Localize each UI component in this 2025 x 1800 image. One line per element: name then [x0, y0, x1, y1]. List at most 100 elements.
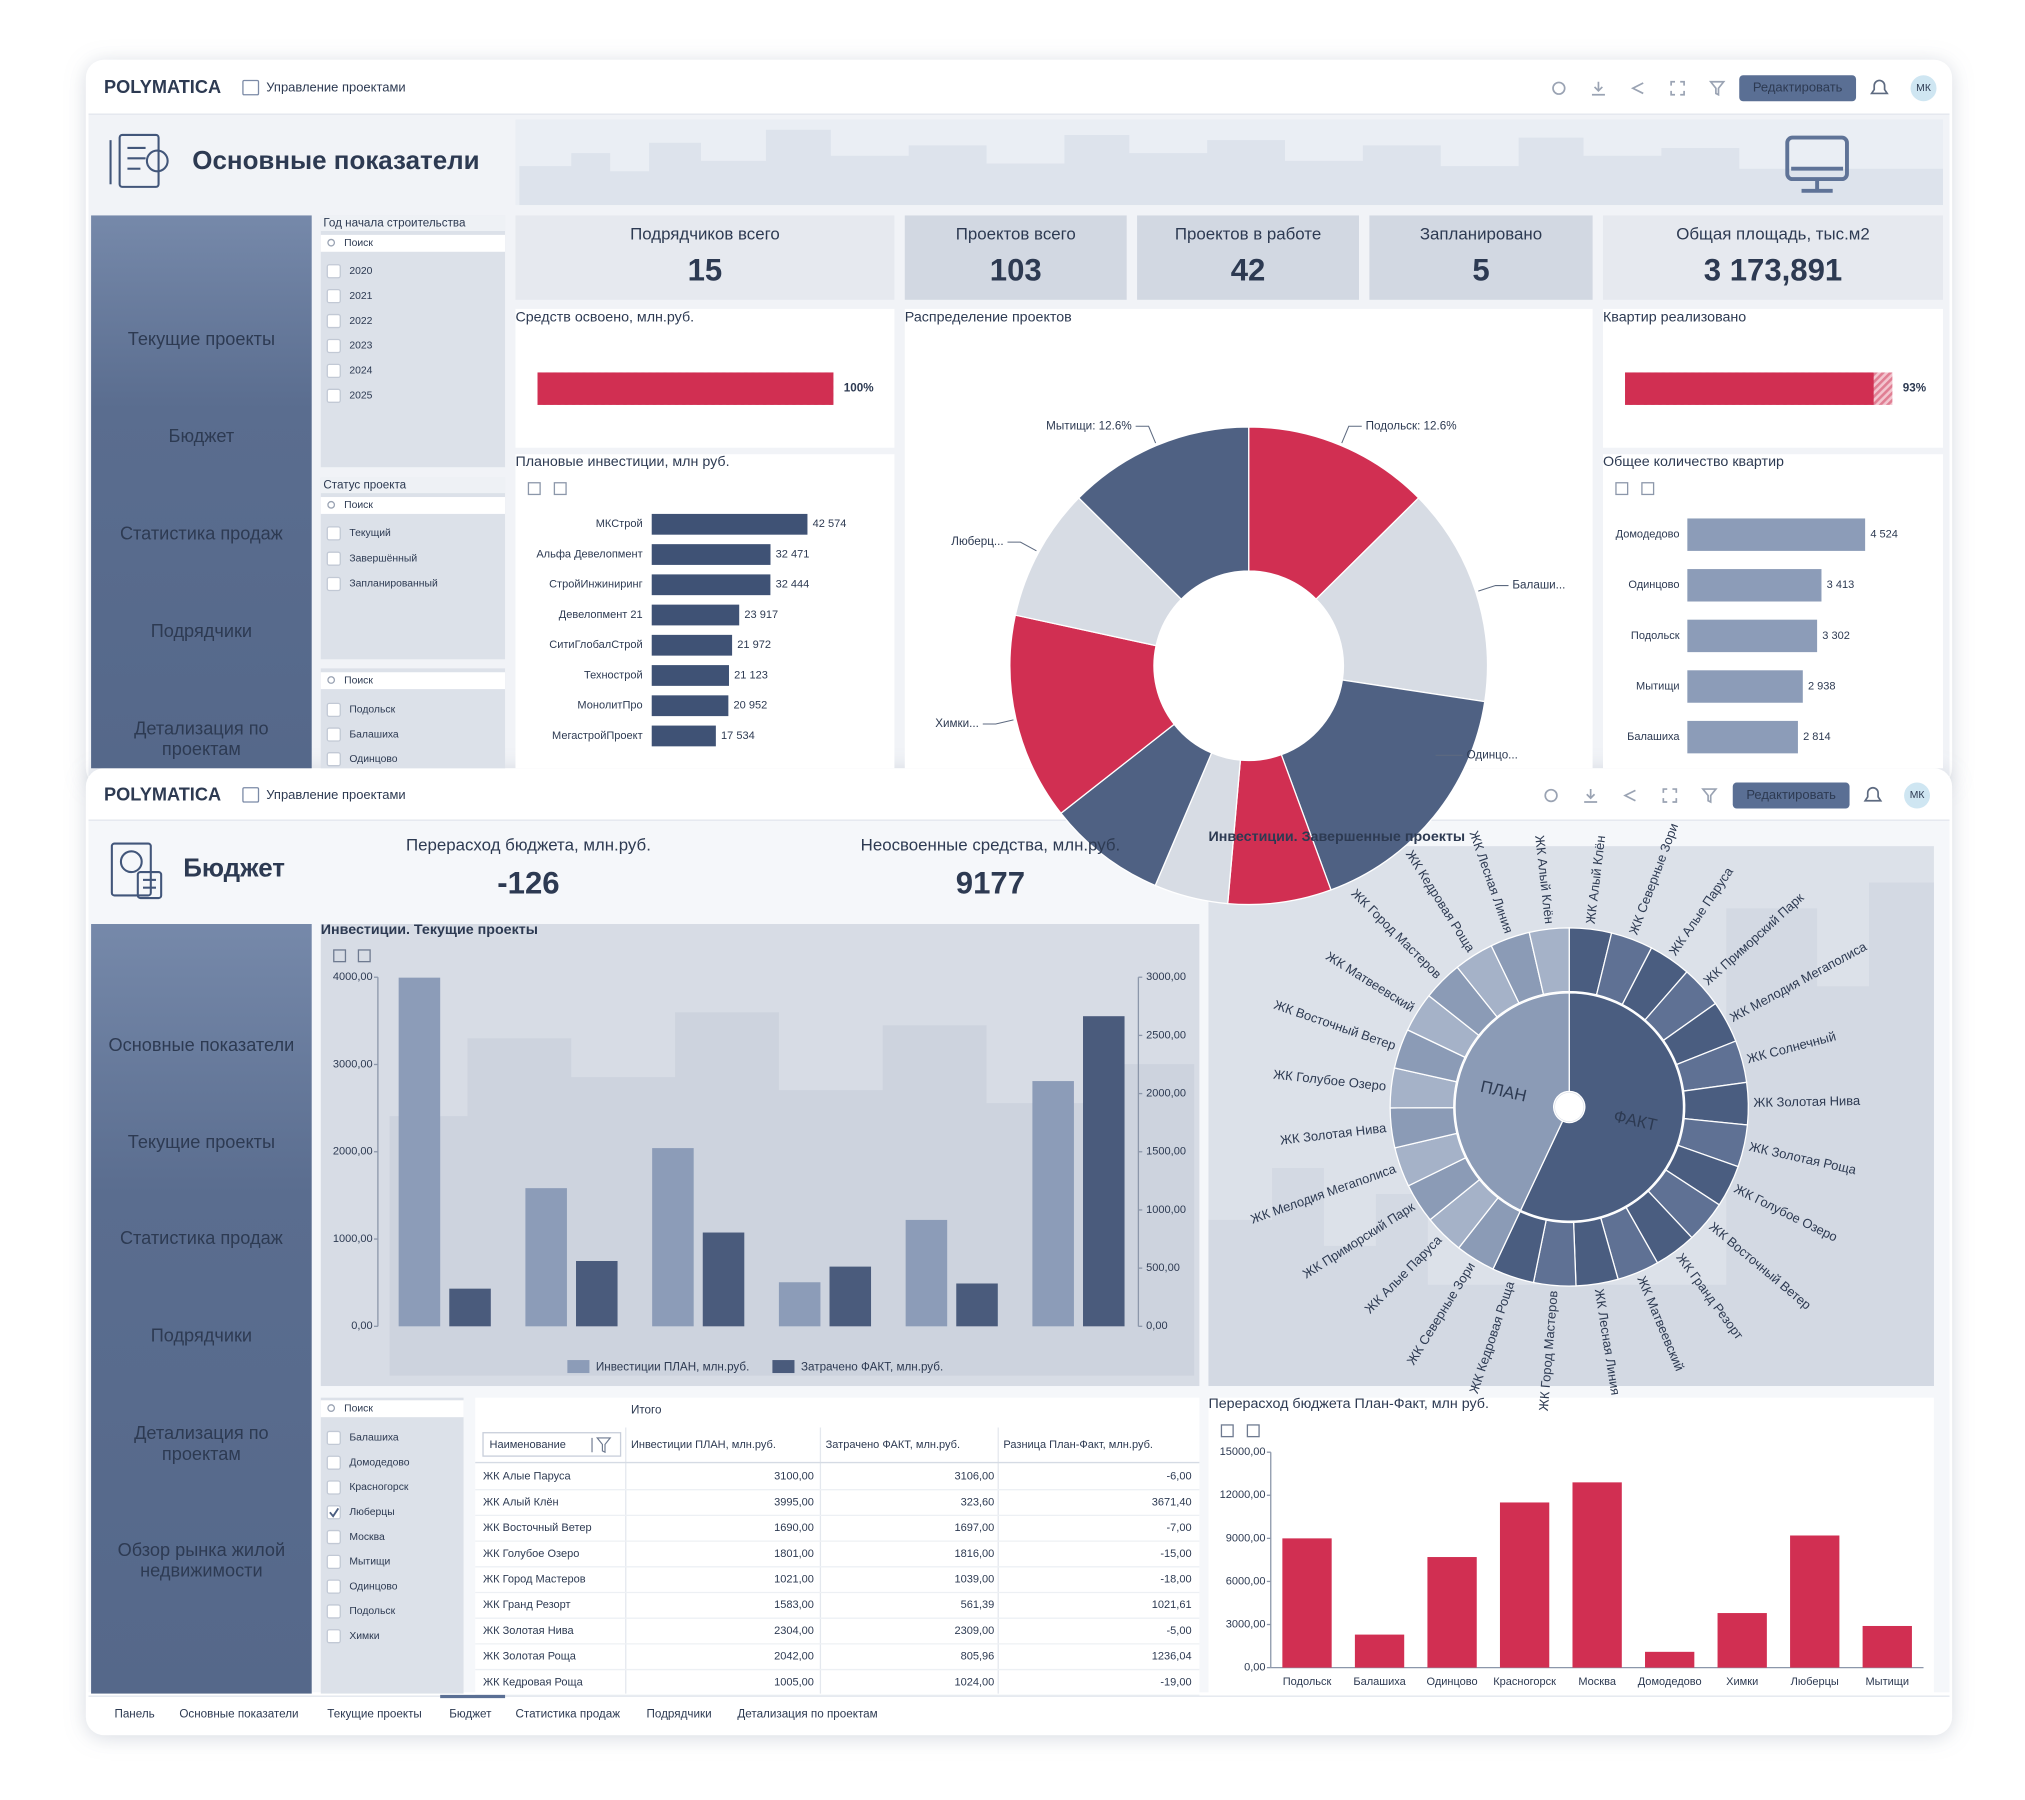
bar [1687, 670, 1803, 703]
pie-label: Люберц... [951, 535, 1003, 548]
toolbar-icon[interactable] [1615, 482, 1629, 496]
checkbox[interactable] [326, 363, 341, 379]
toolbar-icon[interactable] [357, 949, 371, 963]
nav-item[interactable]: Статистика продаж [120, 523, 284, 543]
nav-item[interactable]: Обзор рынка жилой недвижимости [118, 1540, 285, 1581]
checkbox[interactable] [326, 1579, 341, 1594]
checkbox[interactable] [326, 1480, 341, 1495]
checkbox[interactable] [326, 313, 341, 329]
tab[interactable]: Статистика продаж [515, 1707, 620, 1720]
checkbox[interactable] [326, 289, 341, 304]
text-line: Детализация по [134, 1423, 269, 1443]
filter-icon[interactable] [1708, 80, 1726, 97]
checkbox[interactable] [326, 1554, 341, 1569]
checkbox[interactable] [326, 1604, 341, 1619]
tab[interactable]: Подрядчики [647, 1707, 712, 1720]
tab[interactable]: Текущие проекты [327, 1707, 422, 1720]
avatar[interactable] [1904, 782, 1931, 809]
nav-item[interactable]: Подрядчики [151, 1325, 252, 1345]
nav-item[interactable]: Текущие проекты [128, 1132, 275, 1152]
glyph [1630, 82, 1644, 95]
download-icon[interactable] [1591, 81, 1605, 96]
search-icon [327, 238, 336, 247]
checkbox[interactable] [326, 727, 341, 742]
toolbar-icon[interactable] [333, 949, 347, 963]
search-box[interactable] [320, 234, 506, 252]
toolbar-icon[interactable] [527, 482, 541, 496]
nav-item[interactable]: Подрядчики [151, 621, 252, 641]
bar [398, 977, 441, 1327]
nav-item[interactable]: Статистика продаж [120, 1228, 284, 1248]
bar-value-label: 42 574 [813, 518, 847, 530]
logo: POLYMATICA [104, 784, 221, 804]
kpi-value: -126 [497, 865, 559, 900]
y2-tick-label: 2500,00 [1146, 1029, 1186, 1041]
edit-button[interactable] [1732, 782, 1850, 809]
download-icon[interactable] [1584, 789, 1598, 803]
table-cell: 1021,00 [774, 1574, 814, 1586]
checkbox[interactable] [326, 526, 341, 541]
checkbox[interactable] [326, 1430, 341, 1446]
nav-item[interactable]: Текущие проекты [128, 329, 275, 349]
kpi-label: Запланировано [1420, 224, 1542, 243]
pie-label: Подольск: 12.6% [1366, 419, 1457, 432]
nav-item[interactable]: Основные показатели [109, 1035, 295, 1055]
share-icon[interactable] [1623, 789, 1636, 802]
checkbox[interactable] [326, 551, 341, 566]
y-tick-label: 2000,00 [333, 1146, 373, 1158]
column-header: Затрачено ФАКТ, млн.руб. [826, 1439, 960, 1451]
sort-field[interactable] [482, 1432, 622, 1457]
bar-value-label: 21 123 [734, 669, 768, 681]
toolbar-icon[interactable] [1220, 1424, 1234, 1438]
fullscreen-icon[interactable] [1670, 80, 1685, 96]
search-box[interactable] [320, 497, 506, 514]
checkbox[interactable] [326, 388, 341, 403]
checkbox[interactable] [326, 576, 341, 592]
checkbox[interactable] [326, 338, 341, 354]
y2-tick-label: 500,00 [1146, 1262, 1180, 1274]
tab[interactable]: Панель [114, 1707, 154, 1720]
avatar[interactable] [1910, 75, 1937, 102]
checkbox[interactable] [326, 1455, 341, 1470]
checkbox[interactable] [326, 1629, 341, 1644]
checkbox[interactable] [326, 264, 341, 279]
y-tick-label: 12000,00 [1220, 1489, 1266, 1501]
bar [1282, 1538, 1332, 1668]
toolbar-icon[interactable] [1246, 1424, 1260, 1438]
nav-item[interactable]: Бюджет [169, 426, 235, 446]
search-icon [327, 1404, 336, 1412]
tab[interactable]: Детализация по проектам [737, 1707, 877, 1720]
share-icon[interactable] [1630, 82, 1644, 95]
checkbox[interactable] [326, 752, 341, 767]
filter-icon[interactable] [1701, 788, 1718, 804]
refresh-icon[interactable] [1544, 788, 1558, 803]
nav-item[interactable]: Детализация по проектам [134, 1423, 269, 1464]
search-box[interactable] [320, 1400, 464, 1418]
x-tick-label: Одинцово [1426, 1676, 1477, 1688]
bar [829, 1266, 872, 1327]
edit-button[interactable] [1739, 75, 1857, 102]
toolbar-icon[interactable] [553, 482, 567, 496]
kpi-card [515, 215, 895, 300]
bar [1687, 619, 1818, 653]
bell-icon[interactable] [1863, 786, 1883, 802]
search-box[interactable] [320, 672, 506, 690]
bell-icon[interactable] [1870, 79, 1889, 95]
toolbar-icon[interactable] [1641, 482, 1655, 496]
side-nav [91, 924, 312, 1694]
table-caption: Итого [631, 1404, 662, 1417]
tab[interactable]: Основные показатели [179, 1707, 298, 1720]
nav-item[interactable]: Детализация по проектам [134, 718, 269, 759]
fullscreen-icon[interactable] [1662, 788, 1678, 803]
checkbox[interactable] [326, 702, 341, 718]
refresh-icon[interactable] [1552, 81, 1566, 95]
kpi-card [1137, 215, 1360, 300]
logo: POLYMATICA [104, 77, 221, 97]
breadcrumb: Управление проектами [266, 787, 405, 802]
checkbox[interactable] [326, 1529, 341, 1545]
table-cell: ЖК Голубое Озеро [483, 1548, 579, 1560]
bar [778, 1282, 821, 1327]
tab[interactable]: Бюджет [449, 1707, 492, 1720]
y-tick-label: 3000,00 [1226, 1618, 1266, 1630]
